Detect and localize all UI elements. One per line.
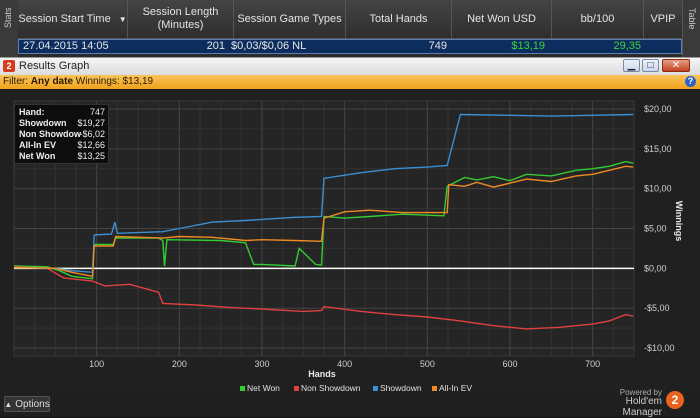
help-icon[interactable]: ? xyxy=(685,76,696,87)
series-line-showdown xyxy=(13,113,634,274)
table-row[interactable]: 27.04.2015 14:05 201 $0,03/$0,06 NL 749 … xyxy=(18,39,682,54)
filter-value[interactable]: Any date xyxy=(30,76,74,87)
y-tick-label: $10,00 xyxy=(644,184,672,194)
window-title: Results Graph xyxy=(19,60,90,72)
legend-swatch xyxy=(432,386,437,391)
column-header-vpip[interactable]: VPIP xyxy=(650,12,676,25)
filter-bar[interactable]: Filter: Any date Winnings: $13,19 ? xyxy=(0,75,700,89)
summary-net-won: Net Won $13,25 xyxy=(19,151,105,161)
y-tick-label: $0,00 xyxy=(644,263,667,273)
cell-start-time: 27.04.2015 14:05 xyxy=(23,40,109,52)
y-tick-label: $5,00 xyxy=(644,224,667,234)
summary-allin-ev: All-In EV $12,66 xyxy=(19,140,105,150)
stats-table-header: Session Start Time ▼ Session Length (Minu… xyxy=(18,0,682,39)
legend-label: Net Won xyxy=(247,383,280,393)
column-header-net-won[interactable]: Net Won USD xyxy=(452,0,552,38)
x-tick-label: 400 xyxy=(337,359,352,369)
chart-series xyxy=(13,113,634,330)
hand-summary-box: Hand: 747 Showdown $19,27 Non Showdown -$6,… xyxy=(14,104,109,164)
x-tick-label: 200 xyxy=(172,359,187,369)
close-button[interactable]: ✕ xyxy=(662,59,690,72)
table-side-tab-label: Table xyxy=(687,8,697,30)
column-header-bb100[interactable]: bb/100 xyxy=(552,0,644,38)
x-axis-label: Hands xyxy=(308,369,336,379)
summary-hand: Hand: 747 xyxy=(19,107,105,117)
x-tick-label: 100 xyxy=(89,359,104,369)
y-tick-label: -$10,00 xyxy=(644,343,675,353)
minimize-button[interactable]: ▁ xyxy=(623,59,640,72)
legend-label: Non Showdown xyxy=(301,383,361,393)
summary-showdown: Showdown $19,27 xyxy=(19,118,105,128)
column-header-total-hands[interactable]: Total Hands xyxy=(346,0,452,38)
y-tick-label: -$5,00 xyxy=(644,303,670,313)
maximize-button[interactable]: □ xyxy=(642,59,659,72)
powered-by-text: Powered by xyxy=(619,388,662,397)
stats-side-tab-label: Stats xyxy=(3,7,13,28)
results-chart: 100 200 300 400 500 600 700 $20,00 $15,00 $10,00 $… xyxy=(13,100,684,393)
y-tick-label: $15,00 xyxy=(644,144,672,154)
cell-bb100: 29,35 xyxy=(613,40,641,52)
brand-name: Hold'em Manager xyxy=(622,396,662,418)
cell-net-won: $13,19 xyxy=(511,40,545,52)
cell-game-types: $0,03/$0,06 NL xyxy=(231,40,307,52)
chart-grid xyxy=(13,100,635,357)
bottom-bar xyxy=(0,393,700,416)
results-graph-titlebar[interactable]: 2 Results Graph ▁ □ ✕ xyxy=(0,57,700,75)
cell-total-hands: 749 xyxy=(428,40,447,52)
chart-ticks: 100 200 300 400 500 600 700 $20,00 $15,00 $10,00 $… xyxy=(89,104,674,369)
legend-label: Showdown xyxy=(380,383,422,393)
app-logo-icon: 2 xyxy=(3,60,15,72)
series-line-all-in-ev xyxy=(13,165,634,278)
x-tick-label: 500 xyxy=(420,359,435,369)
chevron-up-icon: ▲ xyxy=(4,399,13,409)
series-line-non-showdown xyxy=(13,266,634,330)
legend-swatch xyxy=(240,386,245,391)
column-header-session-start-time[interactable]: Session Start Time ▼ xyxy=(18,0,128,38)
column-header-session-length[interactable]: Session Length (Minutes) xyxy=(128,0,234,38)
options-button[interactable]: ▲ Options xyxy=(4,396,50,412)
cell-length: 201 xyxy=(206,40,225,52)
sort-triangle-icon: ▼ xyxy=(118,14,127,24)
hem-logo-icon: 2 xyxy=(666,391,684,409)
legend-label: All-In EV xyxy=(439,383,472,393)
filter-text: Filter: Any date Winnings: $13,19 xyxy=(3,76,154,87)
legend-swatch xyxy=(373,386,378,391)
x-tick-label: 600 xyxy=(502,359,517,369)
filter-winnings: Winnings: $13,19 xyxy=(75,76,154,87)
y-axis-label: Winnings xyxy=(674,201,684,241)
chart-legend: Net Won Non Showdown Showdown All-In EV xyxy=(240,383,472,393)
stats-side-tab[interactable]: Stats xyxy=(0,0,19,62)
x-tick-label: 700 xyxy=(585,359,600,369)
x-tick-label: 300 xyxy=(254,359,269,369)
column-header-game-types[interactable]: Session Game Types xyxy=(234,0,346,38)
legend-swatch xyxy=(294,386,299,391)
table-side-tab[interactable]: Table xyxy=(682,0,700,62)
summary-nonshowdown: Non Showdown -$6,02 xyxy=(19,129,105,139)
y-tick-label: $20,00 xyxy=(644,104,672,114)
